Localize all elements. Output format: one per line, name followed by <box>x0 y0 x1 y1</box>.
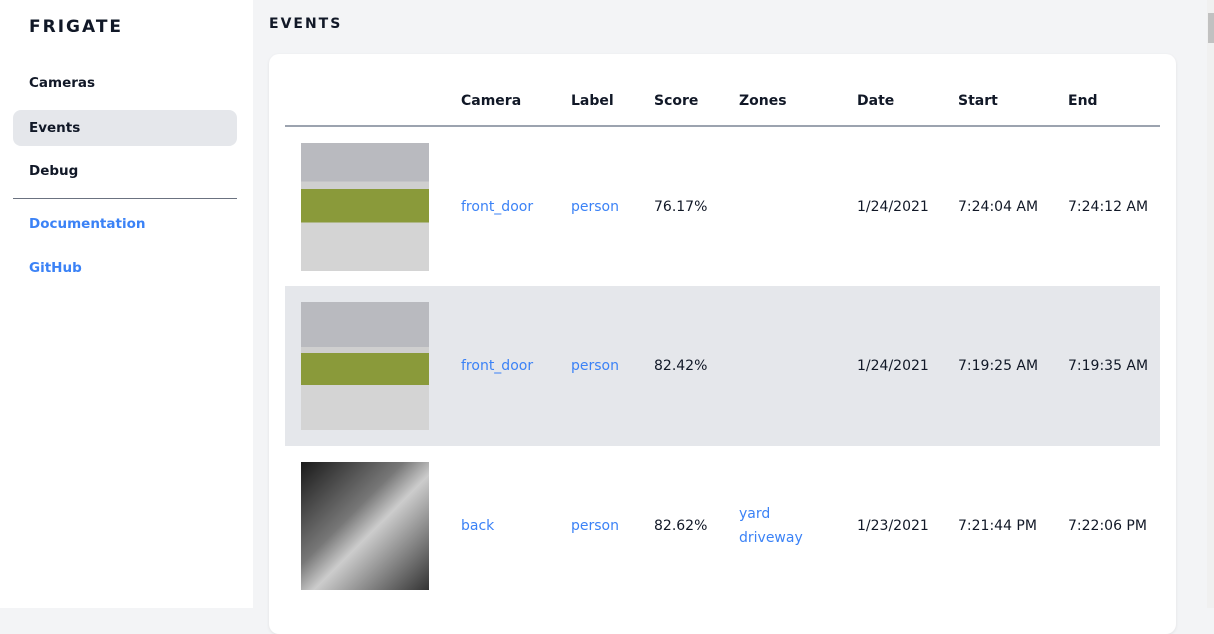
zone-link[interactable]: driveway <box>739 530 803 546</box>
header-camera: Camera <box>445 76 555 127</box>
events-card: Camera Label Score Zones Date Start End … <box>269 54 1176 634</box>
table-row[interactable]: front_door person 82.42% 1/24/2021 7:19:… <box>285 286 1160 446</box>
date: 1/23/2021 <box>857 518 929 534</box>
sidebar-item-events[interactable]: Events <box>13 110 237 146</box>
header-label: Label <box>555 76 638 127</box>
end-time: 7:24:12 AM <box>1068 198 1149 215</box>
event-thumbnail[interactable] <box>301 462 429 590</box>
app-logo: FRIGATE <box>29 17 124 37</box>
sidebar-item-cameras[interactable]: Cameras <box>29 75 96 91</box>
event-thumbnail[interactable] <box>301 302 429 430</box>
events-table: Camera Label Score Zones Date Start End … <box>285 76 1160 606</box>
label-link[interactable]: person <box>571 198 619 215</box>
camera-link[interactable]: front_door <box>461 358 534 374</box>
header-date: Date <box>841 76 942 127</box>
date: 1/24/2021 <box>841 286 942 446</box>
score: 82.42% <box>638 286 723 446</box>
score: 82.62% <box>654 518 708 534</box>
event-thumbnail[interactable] <box>301 142 429 271</box>
camera-link[interactable]: front_door <box>461 198 534 215</box>
sidebar-item-debug[interactable]: Debug <box>29 163 79 179</box>
start-time: 7:19:25 AM <box>942 286 1052 446</box>
zone-link[interactable]: yard <box>739 506 771 522</box>
page-title: EVENTS <box>269 16 343 32</box>
header-thumbnail <box>285 76 445 127</box>
sidebar: FRIGATE Cameras Events Debug Documentati… <box>0 0 253 608</box>
date: 1/24/2021 <box>857 198 929 215</box>
sidebar-divider <box>13 198 237 199</box>
scrollbar-thumb[interactable] <box>1208 13 1214 43</box>
start-time: 7:21:44 PM <box>958 518 1037 534</box>
end-time: 7:19:35 AM <box>1052 286 1160 446</box>
thumbnail-cell <box>285 286 445 446</box>
header-zones: Zones <box>723 76 841 127</box>
label-link[interactable]: person <box>571 518 619 534</box>
end-time: 7:22:06 PM <box>1068 518 1147 534</box>
start-time: 7:24:04 AM <box>958 198 1039 215</box>
table-row[interactable]: back person 82.62% yard driveway 1/23/202… <box>285 446 1160 606</box>
thumbnail-cell <box>285 126 445 286</box>
camera-link[interactable]: back <box>461 518 495 534</box>
score: 76.17% <box>654 198 708 215</box>
label-link[interactable]: person <box>571 358 619 374</box>
header-end: End <box>1052 76 1160 127</box>
main-content: EVENTS Camera Label Score Zones Date Sta… <box>253 0 1207 634</box>
scrollbar[interactable] <box>1207 0 1214 608</box>
github-link[interactable]: GitHub <box>29 260 82 276</box>
documentation-link[interactable]: Documentation <box>29 216 146 232</box>
header-score: Score <box>638 76 723 127</box>
table-row[interactable]: front_door person 76.17% 1/24/2021 7:24:… <box>285 126 1160 286</box>
thumbnail-cell <box>285 446 445 606</box>
header-start: Start <box>942 76 1052 127</box>
